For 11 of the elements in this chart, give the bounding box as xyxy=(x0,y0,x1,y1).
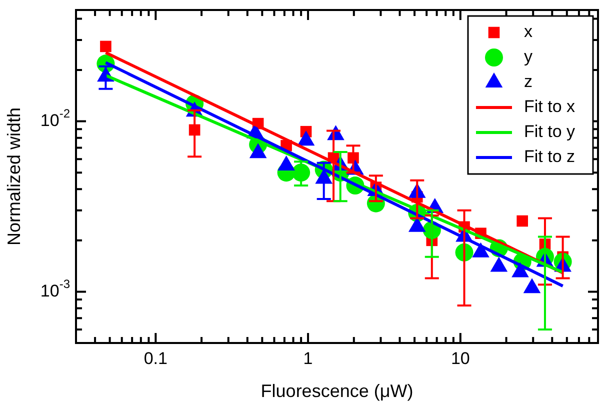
legend-label: Fit to y xyxy=(524,122,576,142)
y-axis-title: Normalized width xyxy=(4,107,24,246)
x-axis-title: Fluorescence (μW) xyxy=(260,381,414,402)
legend-label: z xyxy=(524,72,532,92)
legend-label: Fit to x xyxy=(524,97,576,116)
legend-label: y xyxy=(524,47,533,66)
x-tick-label: 10 xyxy=(450,348,470,368)
legend-label: x xyxy=(524,22,533,42)
x-tick-label: 1 xyxy=(303,348,313,368)
legend-label: Fit to z xyxy=(524,147,576,166)
x-tick-label: 0.1 xyxy=(144,348,168,368)
